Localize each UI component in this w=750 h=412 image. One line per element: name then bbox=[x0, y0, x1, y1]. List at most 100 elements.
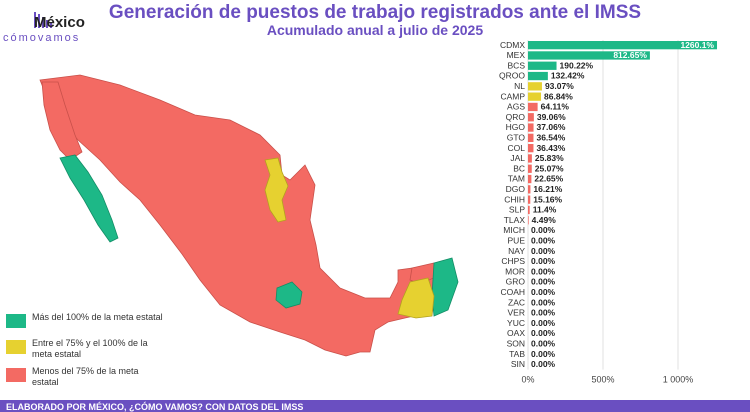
category-label: DGO bbox=[506, 184, 526, 194]
map-state-bcs bbox=[59, 154, 119, 243]
category-label: BCS bbox=[508, 60, 526, 70]
category-label: ZAC bbox=[508, 297, 525, 307]
map-state-qroo bbox=[431, 257, 459, 317]
data-label: 93.07% bbox=[545, 81, 574, 91]
category-label: AGS bbox=[507, 102, 525, 112]
chart-subtitle: Acumulado anual a julio de 2025 bbox=[266, 22, 484, 38]
category-label: VER bbox=[508, 308, 525, 318]
logo bbox=[30, 10, 130, 60]
category-label: COL bbox=[508, 143, 526, 153]
logo-main-text: México bbox=[34, 14, 85, 31]
category-label: JAL bbox=[510, 153, 525, 163]
bar bbox=[528, 205, 530, 215]
bar bbox=[528, 133, 534, 142]
category-label: MEX bbox=[507, 50, 526, 60]
legend-label: Más del 100% de la meta estatal bbox=[32, 312, 163, 322]
data-label: 0.00% bbox=[531, 236, 556, 246]
category-label: NL bbox=[514, 81, 525, 91]
data-label: 0.00% bbox=[531, 225, 556, 235]
data-label: 0.00% bbox=[531, 308, 556, 318]
category-label: GRO bbox=[506, 277, 526, 287]
data-label: 190.22% bbox=[560, 60, 594, 70]
data-label: 39.06% bbox=[537, 112, 566, 122]
data-label: 36.43% bbox=[536, 143, 565, 153]
category-label: SLP bbox=[509, 205, 525, 215]
category-label: OAX bbox=[507, 328, 525, 338]
data-label: 11.4% bbox=[533, 205, 557, 215]
data-label: 812.65% bbox=[613, 50, 647, 60]
data-label: 0.00% bbox=[531, 339, 556, 349]
bar bbox=[528, 195, 531, 204]
data-label: 0.00% bbox=[531, 256, 556, 266]
category-label: CAMP bbox=[500, 91, 525, 101]
data-label: 0.00% bbox=[531, 287, 556, 297]
bar bbox=[528, 92, 542, 101]
data-label: 0.00% bbox=[531, 277, 556, 287]
bar bbox=[528, 174, 532, 184]
category-label: SIN bbox=[511, 359, 525, 369]
bar bbox=[528, 113, 534, 122]
bar bbox=[528, 123, 534, 132]
bar bbox=[528, 41, 718, 50]
bar-chart: 0% 500% 1 000% CDMX 1260.1% MEX 812.65% BCS 190.… bbox=[499, 40, 718, 385]
legend-swatch bbox=[6, 368, 26, 382]
logo-sub-text: cómovamos bbox=[3, 32, 81, 44]
data-label: 0.00% bbox=[531, 328, 556, 338]
category-label: MICH bbox=[503, 225, 525, 235]
category-label: YUC bbox=[507, 318, 525, 328]
category-label: TAB bbox=[509, 349, 525, 359]
bar bbox=[528, 61, 557, 70]
category-label: QROO bbox=[499, 71, 525, 81]
chart-title: Generación de puestos de trabajo registr… bbox=[108, 2, 642, 23]
category-label: PUE bbox=[508, 236, 526, 246]
bar bbox=[528, 51, 650, 60]
x-tick-label: 500% bbox=[591, 375, 614, 385]
bar bbox=[528, 154, 532, 163]
category-label: NAY bbox=[508, 246, 525, 256]
data-label: 15.16% bbox=[533, 194, 562, 204]
category-label: CDMX bbox=[500, 40, 525, 50]
data-label: 1260.1% bbox=[680, 40, 714, 50]
legend-label: Menos del 75% de la meta estatal bbox=[32, 366, 139, 387]
data-label: 25.07% bbox=[535, 163, 564, 173]
category-label: TLAX bbox=[504, 215, 526, 225]
data-label: 4.49% bbox=[532, 215, 557, 225]
logo-bars-icon bbox=[34, 12, 52, 28]
bar bbox=[528, 144, 534, 153]
category-label: QRO bbox=[506, 112, 526, 122]
bar bbox=[528, 82, 542, 91]
category-label: HGO bbox=[506, 122, 526, 132]
category-label: CHIH bbox=[504, 194, 525, 204]
data-label: 0.00% bbox=[531, 349, 556, 359]
category-label: CHPS bbox=[501, 256, 525, 266]
data-label: 0.00% bbox=[531, 318, 556, 328]
legend-swatch bbox=[6, 314, 26, 328]
map-state-nl bbox=[264, 157, 289, 223]
footer-text: ELABORADO POR MÉXICO, ¿CÓMO VAMOS? CON D… bbox=[6, 402, 304, 412]
bar bbox=[528, 185, 531, 194]
category-label: BC bbox=[513, 163, 525, 173]
legend-label: Entre el 75% y el 100% de la meta estata… bbox=[32, 338, 148, 359]
data-label: 0.00% bbox=[531, 246, 556, 256]
data-label: 86.84% bbox=[544, 91, 573, 101]
data-label: 0.00% bbox=[531, 266, 556, 276]
bar bbox=[528, 216, 529, 225]
mexico-map bbox=[39, 74, 459, 357]
data-label: 132.42% bbox=[551, 71, 585, 81]
data-label: 22.65% bbox=[534, 174, 563, 184]
category-label: GTO bbox=[507, 133, 526, 143]
data-label: 16.21% bbox=[533, 184, 562, 194]
category-label: SON bbox=[507, 339, 525, 349]
map-state-cdmx-mex bbox=[275, 281, 303, 309]
category-label: COAH bbox=[500, 287, 525, 297]
bar bbox=[528, 164, 532, 173]
bar bbox=[528, 102, 538, 112]
data-label: 0.00% bbox=[531, 297, 556, 307]
bar bbox=[528, 71, 548, 81]
data-label: 36.54% bbox=[536, 133, 565, 143]
data-label: 64.11% bbox=[541, 102, 570, 112]
data-label: 25.83% bbox=[535, 153, 564, 163]
category-label: MOR bbox=[505, 266, 525, 276]
map-state-camp bbox=[397, 277, 435, 319]
legend-swatch bbox=[6, 340, 26, 354]
